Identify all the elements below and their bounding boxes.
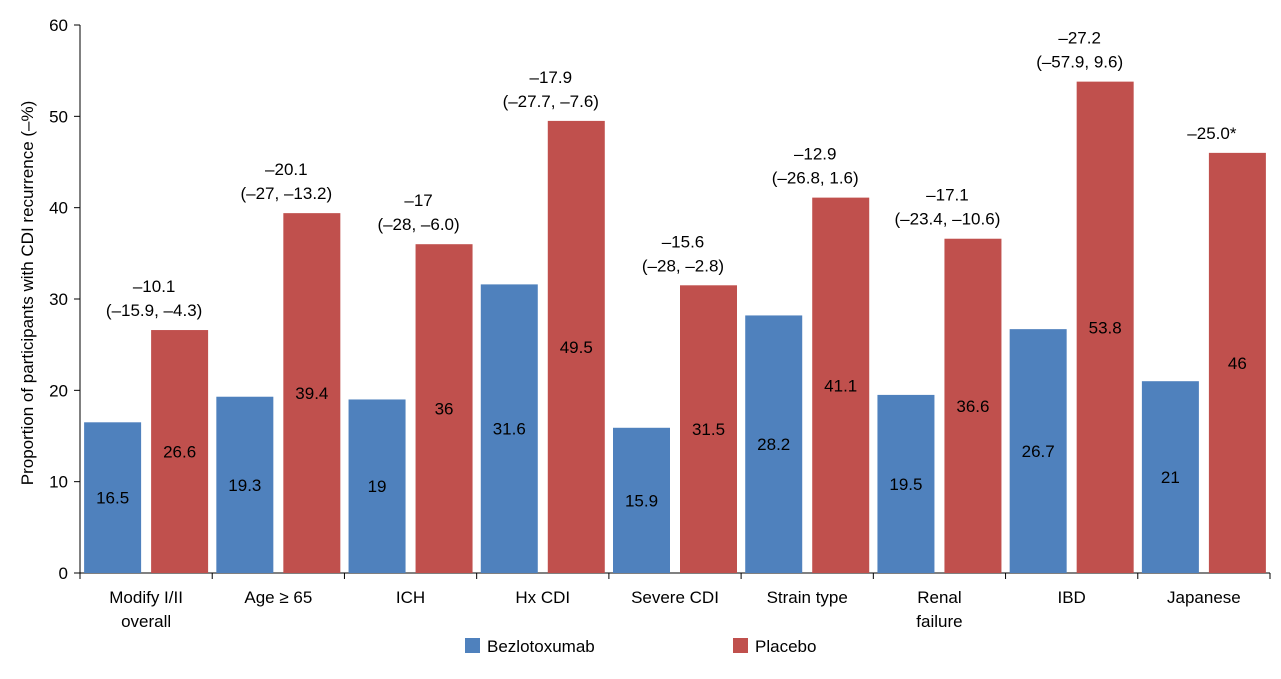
y-tick-label: 0 — [59, 564, 68, 583]
x-tick-label: Severe CDI — [631, 588, 719, 607]
data-label: 46 — [1228, 354, 1247, 373]
data-label: 19.3 — [228, 476, 261, 495]
legend-swatch-bezlotoxumab — [465, 638, 480, 653]
y-tick-label: 50 — [49, 107, 68, 126]
x-tick-label: ICH — [396, 588, 425, 607]
x-tick-label: Hx CDI — [515, 588, 570, 607]
data-label: 31.5 — [692, 420, 725, 439]
chart-labels: 16.5 26.6 Modify I/II overall –10.1 (–15.9, –… — [96, 29, 1247, 631]
bar-placebo — [547, 120, 605, 574]
data-label: 26.7 — [1022, 442, 1055, 461]
y-tick-label: 20 — [49, 381, 68, 400]
bar-placebo — [1076, 81, 1134, 574]
difference-annotation: –17 (–28, –6.0) — [377, 191, 459, 234]
x-tick-label: Modify I/II overall — [109, 588, 183, 631]
bar-placebo — [680, 285, 737, 573]
difference-annotation: –17.1 (–23.4, –10.6) — [895, 186, 1001, 229]
bar-bezlotoxumab — [1009, 329, 1067, 573]
bar-bezlotoxumab — [84, 422, 142, 573]
x-tick-label: IBD — [1057, 588, 1085, 607]
data-label: 21 — [1161, 468, 1180, 487]
difference-annotation: –27.2 (–57.9, 9.6) — [1036, 29, 1123, 72]
bar-placebo — [151, 330, 209, 573]
legend-swatch-placebo — [733, 638, 748, 653]
difference-annotation: –20.1 (–27, –13.2) — [240, 160, 332, 203]
y-tick-label: 30 — [49, 290, 68, 309]
legend-label-bezlotoxumab: Bezlotoxumab — [487, 637, 595, 656]
x-tick-label: Age ≥ 65 — [244, 588, 312, 607]
x-tick-label: Strain type — [767, 588, 848, 607]
chart-legend: Bezlotoxumab Placebo — [465, 637, 816, 656]
data-label: 36.6 — [956, 397, 989, 416]
difference-annotation: –17.9 (–27.7, –7.6) — [503, 68, 599, 111]
bar-bezlotoxumab — [216, 396, 274, 573]
bar-bezlotoxumab — [745, 315, 803, 573]
bar-bezlotoxumab — [480, 284, 538, 573]
bar-placebo — [415, 244, 473, 573]
data-label: 15.9 — [625, 491, 658, 510]
chart-bars — [84, 81, 1266, 574]
bar-placebo — [1208, 152, 1266, 573]
bar-placebo — [283, 213, 341, 573]
bar-placebo — [812, 197, 870, 573]
data-label: 28.2 — [757, 435, 790, 454]
difference-annotation: –12.9 (–26.8, 1.6) — [772, 145, 859, 188]
data-label: 19 — [368, 477, 387, 496]
difference-annotation: –15.6 (–28, –2.8) — [642, 232, 724, 275]
x-tick-label: Renal failure — [916, 588, 962, 631]
data-label: 16.5 — [96, 489, 129, 508]
bar-placebo — [944, 238, 1002, 573]
bar-bezlotoxumab — [613, 427, 670, 573]
bar-bezlotoxumab — [348, 399, 406, 573]
bar-bezlotoxumab — [1141, 381, 1199, 573]
data-label: 39.4 — [295, 384, 328, 403]
data-label: 53.8 — [1089, 318, 1122, 337]
x-tick-label: Japanese — [1167, 588, 1241, 607]
data-label: 41.1 — [824, 376, 857, 395]
data-label: 31.6 — [493, 420, 526, 439]
data-label: 36 — [435, 400, 454, 419]
legend-label-placebo: Placebo — [755, 637, 816, 656]
data-label: 49.5 — [560, 338, 593, 357]
difference-annotation: –25.0* — [1187, 124, 1237, 143]
difference-annotation: –10.1 (–15.9, –4.3) — [106, 277, 202, 320]
bar-bezlotoxumab — [877, 394, 935, 573]
y-axis-label: Proportion of participants with CDI recu… — [18, 101, 37, 486]
y-tick-label: 40 — [49, 199, 68, 218]
y-tick-label: 60 — [49, 16, 68, 35]
y-tick-label: 10 — [49, 473, 68, 492]
chart-axes: 0 10 20 30 40 50 60 — [49, 16, 1271, 583]
data-label: 26.6 — [163, 443, 196, 462]
data-label: 19.5 — [889, 475, 922, 494]
